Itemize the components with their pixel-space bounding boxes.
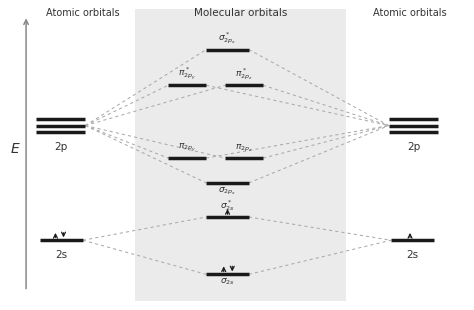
Text: E: E xyxy=(11,142,19,156)
Text: $\sigma^*_{2p_x}$: $\sigma^*_{2p_x}$ xyxy=(219,30,237,46)
Text: $\sigma_{2p_x}$: $\sigma_{2p_x}$ xyxy=(219,185,237,197)
Text: 2p: 2p xyxy=(407,142,420,152)
Text: $\sigma^*_{2s}$: $\sigma^*_{2s}$ xyxy=(220,198,235,213)
Text: 2s: 2s xyxy=(406,250,419,259)
Text: $\pi^*_{2p_z}$: $\pi^*_{2p_z}$ xyxy=(235,66,253,82)
Text: 2p: 2p xyxy=(54,142,67,152)
Text: Molecular orbitals: Molecular orbitals xyxy=(194,8,287,18)
Text: $\sigma_{2s}$: $\sigma_{2s}$ xyxy=(220,277,235,287)
Text: Atomic orbitals: Atomic orbitals xyxy=(46,8,120,18)
Text: $\pi_{2p_z}$: $\pi_{2p_z}$ xyxy=(235,143,253,154)
Text: Atomic orbitals: Atomic orbitals xyxy=(373,8,447,18)
Text: 2s: 2s xyxy=(55,250,68,259)
Text: $\pi_{2p_y}$: $\pi_{2p_y}$ xyxy=(178,142,196,154)
FancyBboxPatch shape xyxy=(135,9,346,301)
Text: $\pi^*_{2p_y}$: $\pi^*_{2p_y}$ xyxy=(178,64,196,82)
